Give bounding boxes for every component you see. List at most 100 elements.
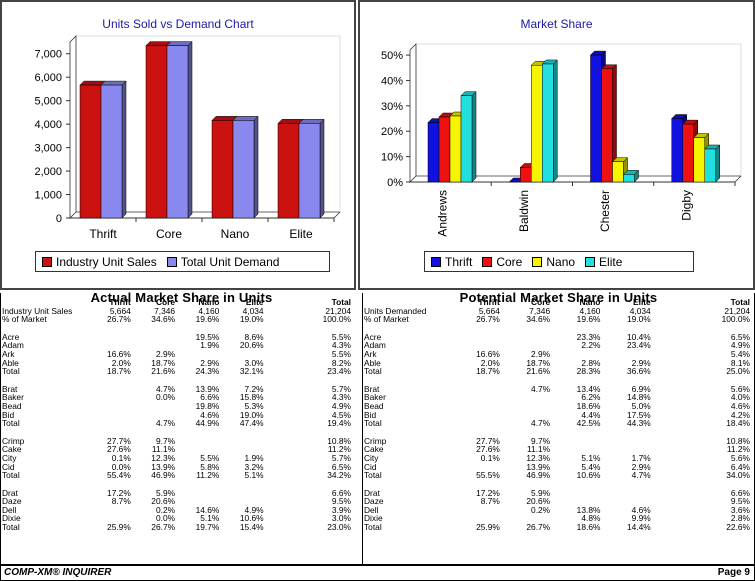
row-label: Daze xyxy=(364,496,384,507)
legend-swatch xyxy=(532,256,543,267)
table-cell xyxy=(176,489,220,498)
table-cell: 10.8% xyxy=(726,435,750,446)
table-cell xyxy=(501,393,551,402)
table-cell: 25.9% xyxy=(476,522,500,533)
table-cell: 6.2% xyxy=(581,392,601,403)
legend-item-nano: Nano xyxy=(532,255,575,269)
bar-andrews-elite-side xyxy=(471,91,477,183)
spacer-row xyxy=(363,376,751,385)
table-cell: 10.8% xyxy=(327,435,351,446)
table-cell: 34.0% xyxy=(726,470,750,481)
bar-andrews-core-front xyxy=(438,116,451,183)
table-cell: 5.3% xyxy=(244,400,264,411)
table-cell: 5.9% xyxy=(531,487,551,498)
bar-core-demand-top xyxy=(166,41,193,46)
spacer-row xyxy=(1,376,352,385)
table-cell xyxy=(176,437,220,446)
table-cell: 8.6% xyxy=(244,331,264,342)
legend-item-core: Core xyxy=(482,255,522,269)
table-cell: 2.9% xyxy=(155,348,176,359)
table-cell: 4.2% xyxy=(730,409,750,420)
table-row: Total 25.9% 26.7% 19.7% 15.4% 23.0% xyxy=(1,523,352,532)
table-cell: 1.9% xyxy=(200,340,220,351)
table-cell: 7,346 xyxy=(154,305,176,316)
table-cell: 2.8% xyxy=(581,357,601,368)
table-cell xyxy=(451,385,501,394)
table-cell: 1.7% xyxy=(631,452,651,463)
spacer-row xyxy=(1,324,352,333)
legend-item-industry-unit-sales: Industry Unit Sales xyxy=(42,255,157,269)
table-cell: 2.9% xyxy=(200,357,220,368)
bar-digby-thrift-front xyxy=(671,118,683,183)
bar-elite-demand-side xyxy=(319,118,325,219)
legend-item-elite: Elite xyxy=(585,255,622,269)
table-row: City 0.1% 12.3% 5.5% 1.9% 5.7% xyxy=(1,454,352,463)
table-cell: 44.3% xyxy=(626,418,651,429)
table-cell: 3.0% xyxy=(244,357,264,368)
table-cell: 18.7% xyxy=(526,357,551,368)
x-tick-label: Andrews xyxy=(436,190,450,237)
table-cell: 25.0% xyxy=(726,366,750,377)
table-row: Units Demanded 5,664 7,346 4,160 4,034 21,204 xyxy=(363,306,751,316)
table-cell: 46.9% xyxy=(151,470,176,481)
row-label: Cid xyxy=(364,461,377,472)
table-cell: 9.5% xyxy=(730,496,750,507)
row-label: City xyxy=(2,452,17,463)
table-cell: 5.4% xyxy=(581,461,601,472)
market-share-chart: 0% 10% 20% 30% 40% 50% Andrews Baldwin Chester Di… xyxy=(381,43,742,237)
bar-core-demand xyxy=(166,41,193,219)
bar-core-sales-front xyxy=(145,45,168,219)
table-cell: 2.9% xyxy=(631,357,651,368)
row-label: Bead xyxy=(364,400,384,411)
table-cell: 10.6% xyxy=(576,470,601,481)
table-cell: 19.7% xyxy=(195,522,220,533)
table-cell xyxy=(220,489,264,498)
table-cell: 42.5% xyxy=(576,418,601,429)
row-label: Acre xyxy=(364,331,382,342)
bar-nano-demand-front xyxy=(232,120,255,219)
table-cell: 32.1% xyxy=(239,366,264,377)
table-cell: 19.5% xyxy=(195,331,220,342)
table-cell: 5.5% xyxy=(331,348,351,359)
table-cell: 20.6% xyxy=(239,340,264,351)
table-cell: 4.5% xyxy=(331,409,351,420)
table-row: Ark 16.6% 2.9% 5.5% xyxy=(1,350,352,359)
x-axis-corner xyxy=(734,175,742,183)
table-cell: 23.4% xyxy=(327,366,351,377)
table-cell: 14.8% xyxy=(626,392,651,403)
row-label: Total xyxy=(364,470,382,481)
spacer-cell xyxy=(363,428,751,437)
legend-label: Elite xyxy=(599,254,623,269)
row-label: Acre xyxy=(2,331,20,342)
table-row: Bead 18.6% 5.0% 4.6% xyxy=(363,402,751,411)
bar-nano-demand xyxy=(232,115,259,219)
table-cell: 4.9% xyxy=(244,504,264,515)
table-cell xyxy=(220,437,264,446)
bar-thrift-demand xyxy=(100,80,127,219)
spacer-cell xyxy=(363,480,751,489)
row-label: City xyxy=(364,452,379,463)
table-row: Able 2.0% 18.7% 2.9% 3.0% 8.2% xyxy=(1,357,352,368)
table-cell: 11.2% xyxy=(726,444,750,455)
table-cell: 26.7% xyxy=(476,314,500,325)
table-cell: 6.6% xyxy=(200,392,220,403)
column-header: Thrift xyxy=(109,297,131,307)
table-row: Brat 4.7% 13.4% 6.9% 5.6% xyxy=(363,385,751,394)
table-cell: 27.7% xyxy=(476,435,500,446)
bar-digby-nano-front xyxy=(693,137,705,183)
table-cell: 21.6% xyxy=(151,366,176,377)
spacer-cell xyxy=(1,376,352,385)
table-row: Baker 0.0% 6.6% 15.8% 4.3% xyxy=(1,393,352,402)
bar-digby-core-front xyxy=(682,123,694,183)
table-cell: 27.6% xyxy=(107,444,131,455)
table-cell: 44.9% xyxy=(195,418,220,429)
spacer-row xyxy=(1,428,352,437)
bar-elite-demand xyxy=(298,118,325,219)
spacer-cell xyxy=(1,324,352,333)
table-cell: 36.6% xyxy=(626,366,651,377)
table-cell: 20.6% xyxy=(151,496,176,507)
y-tick-label: 5,000 xyxy=(34,96,62,108)
legend-item-thrift: Thrift xyxy=(431,255,472,269)
y-tick-label: 0 xyxy=(56,213,62,225)
table-cell: 19.0% xyxy=(239,314,264,325)
